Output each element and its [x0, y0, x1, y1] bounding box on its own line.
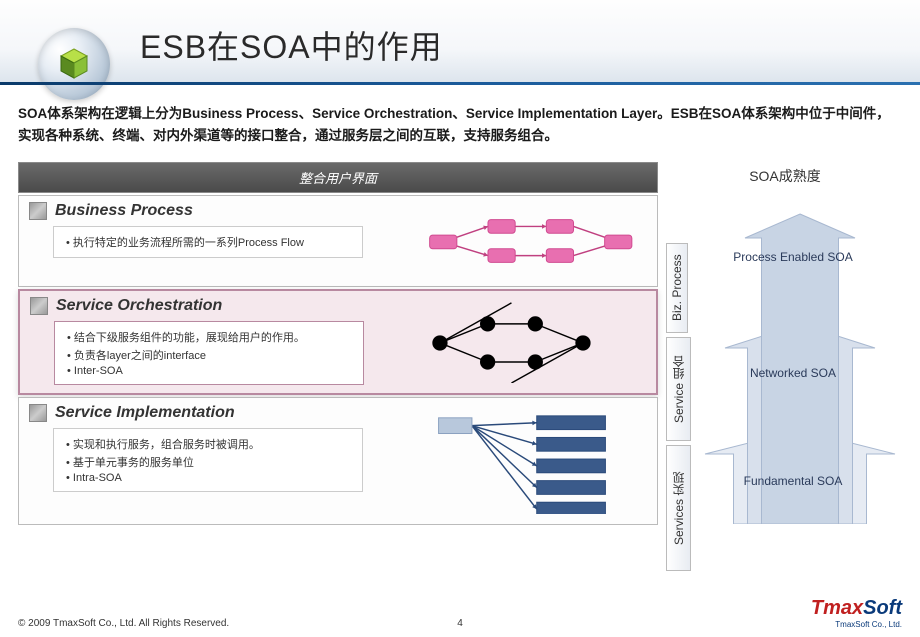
maturity-panel: SOA成熟度 Process Enabled SOA Networked SOA F… — [668, 162, 902, 525]
layer-name: Service Orchestration — [56, 297, 222, 315]
footer: © 2009 TmaxSoft Co., Ltd. All Rights Res… — [18, 597, 902, 629]
layer-icon — [30, 297, 48, 315]
brand-logo: TmaxSoft TmaxSoft Co., Ltd. — [811, 597, 902, 629]
slide-title: ESB在SOA中的作用 — [140, 22, 920, 68]
header-underline — [0, 82, 920, 85]
maturity-title: SOA成熟度 — [668, 162, 902, 194]
layer-icon — [29, 202, 47, 220]
architecture-diagram: 整合用户界面 Business Process 执行特定的业务流程所需的一系列Pr… — [18, 162, 658, 525]
side-label: Biz. Process — [666, 243, 688, 333]
layer-bullets: 实现和执行服务，组合服务时被调用。基于单元事务的服务单位Intra-SOA — [53, 428, 363, 492]
layer-name: Service Implementation — [55, 404, 235, 422]
side-label: Services 实现 — [666, 445, 691, 571]
layer-2: Service Implementation 实现和执行服务，组合服务时被调用。基… — [18, 397, 658, 525]
layer-diagram — [397, 206, 647, 276]
copyright: © 2009 TmaxSoft Co., Ltd. All Rights Res… — [18, 618, 229, 629]
layer-diagram — [397, 408, 647, 514]
layer-icon — [29, 404, 47, 422]
slide-header: ESB在SOA中的作用 — [0, 0, 920, 85]
logo — [38, 28, 110, 100]
layer-bullets: 执行特定的业务流程所需的一系列Process Flow — [53, 226, 363, 258]
side-label: Service 组合 — [666, 337, 691, 441]
layer-0: Business Process 执行特定的业务流程所需的一系列Process F… — [18, 195, 658, 287]
page-number: 4 — [457, 618, 463, 629]
ui-banner: 整合用户界面 — [18, 162, 658, 193]
layer-1: Service Orchestration 结合下级服务组件的功能，展现给用户的作… — [18, 289, 658, 395]
maturity-arrows: Process Enabled SOA Networked SOA Fundamen… — [668, 194, 902, 524]
layer-diagram — [396, 301, 646, 383]
main-content: 整合用户界面 Business Process 执行特定的业务流程所需的一系列Pr… — [0, 154, 920, 525]
maturity-arrow-label: Fundamental SOA — [733, 474, 853, 488]
layer-bullets: 结合下级服务组件的功能，展现给用户的作用。负责各layer之间的interfac… — [54, 321, 364, 385]
intro-text: SOA体系架构在逻辑上分为Business Process、Service Or… — [0, 85, 920, 154]
maturity-arrow-label: Process Enabled SOA — [733, 250, 853, 264]
cube-icon — [57, 47, 91, 81]
maturity-arrow-label: Networked SOA — [733, 366, 853, 380]
layer-name: Business Process — [55, 202, 193, 220]
